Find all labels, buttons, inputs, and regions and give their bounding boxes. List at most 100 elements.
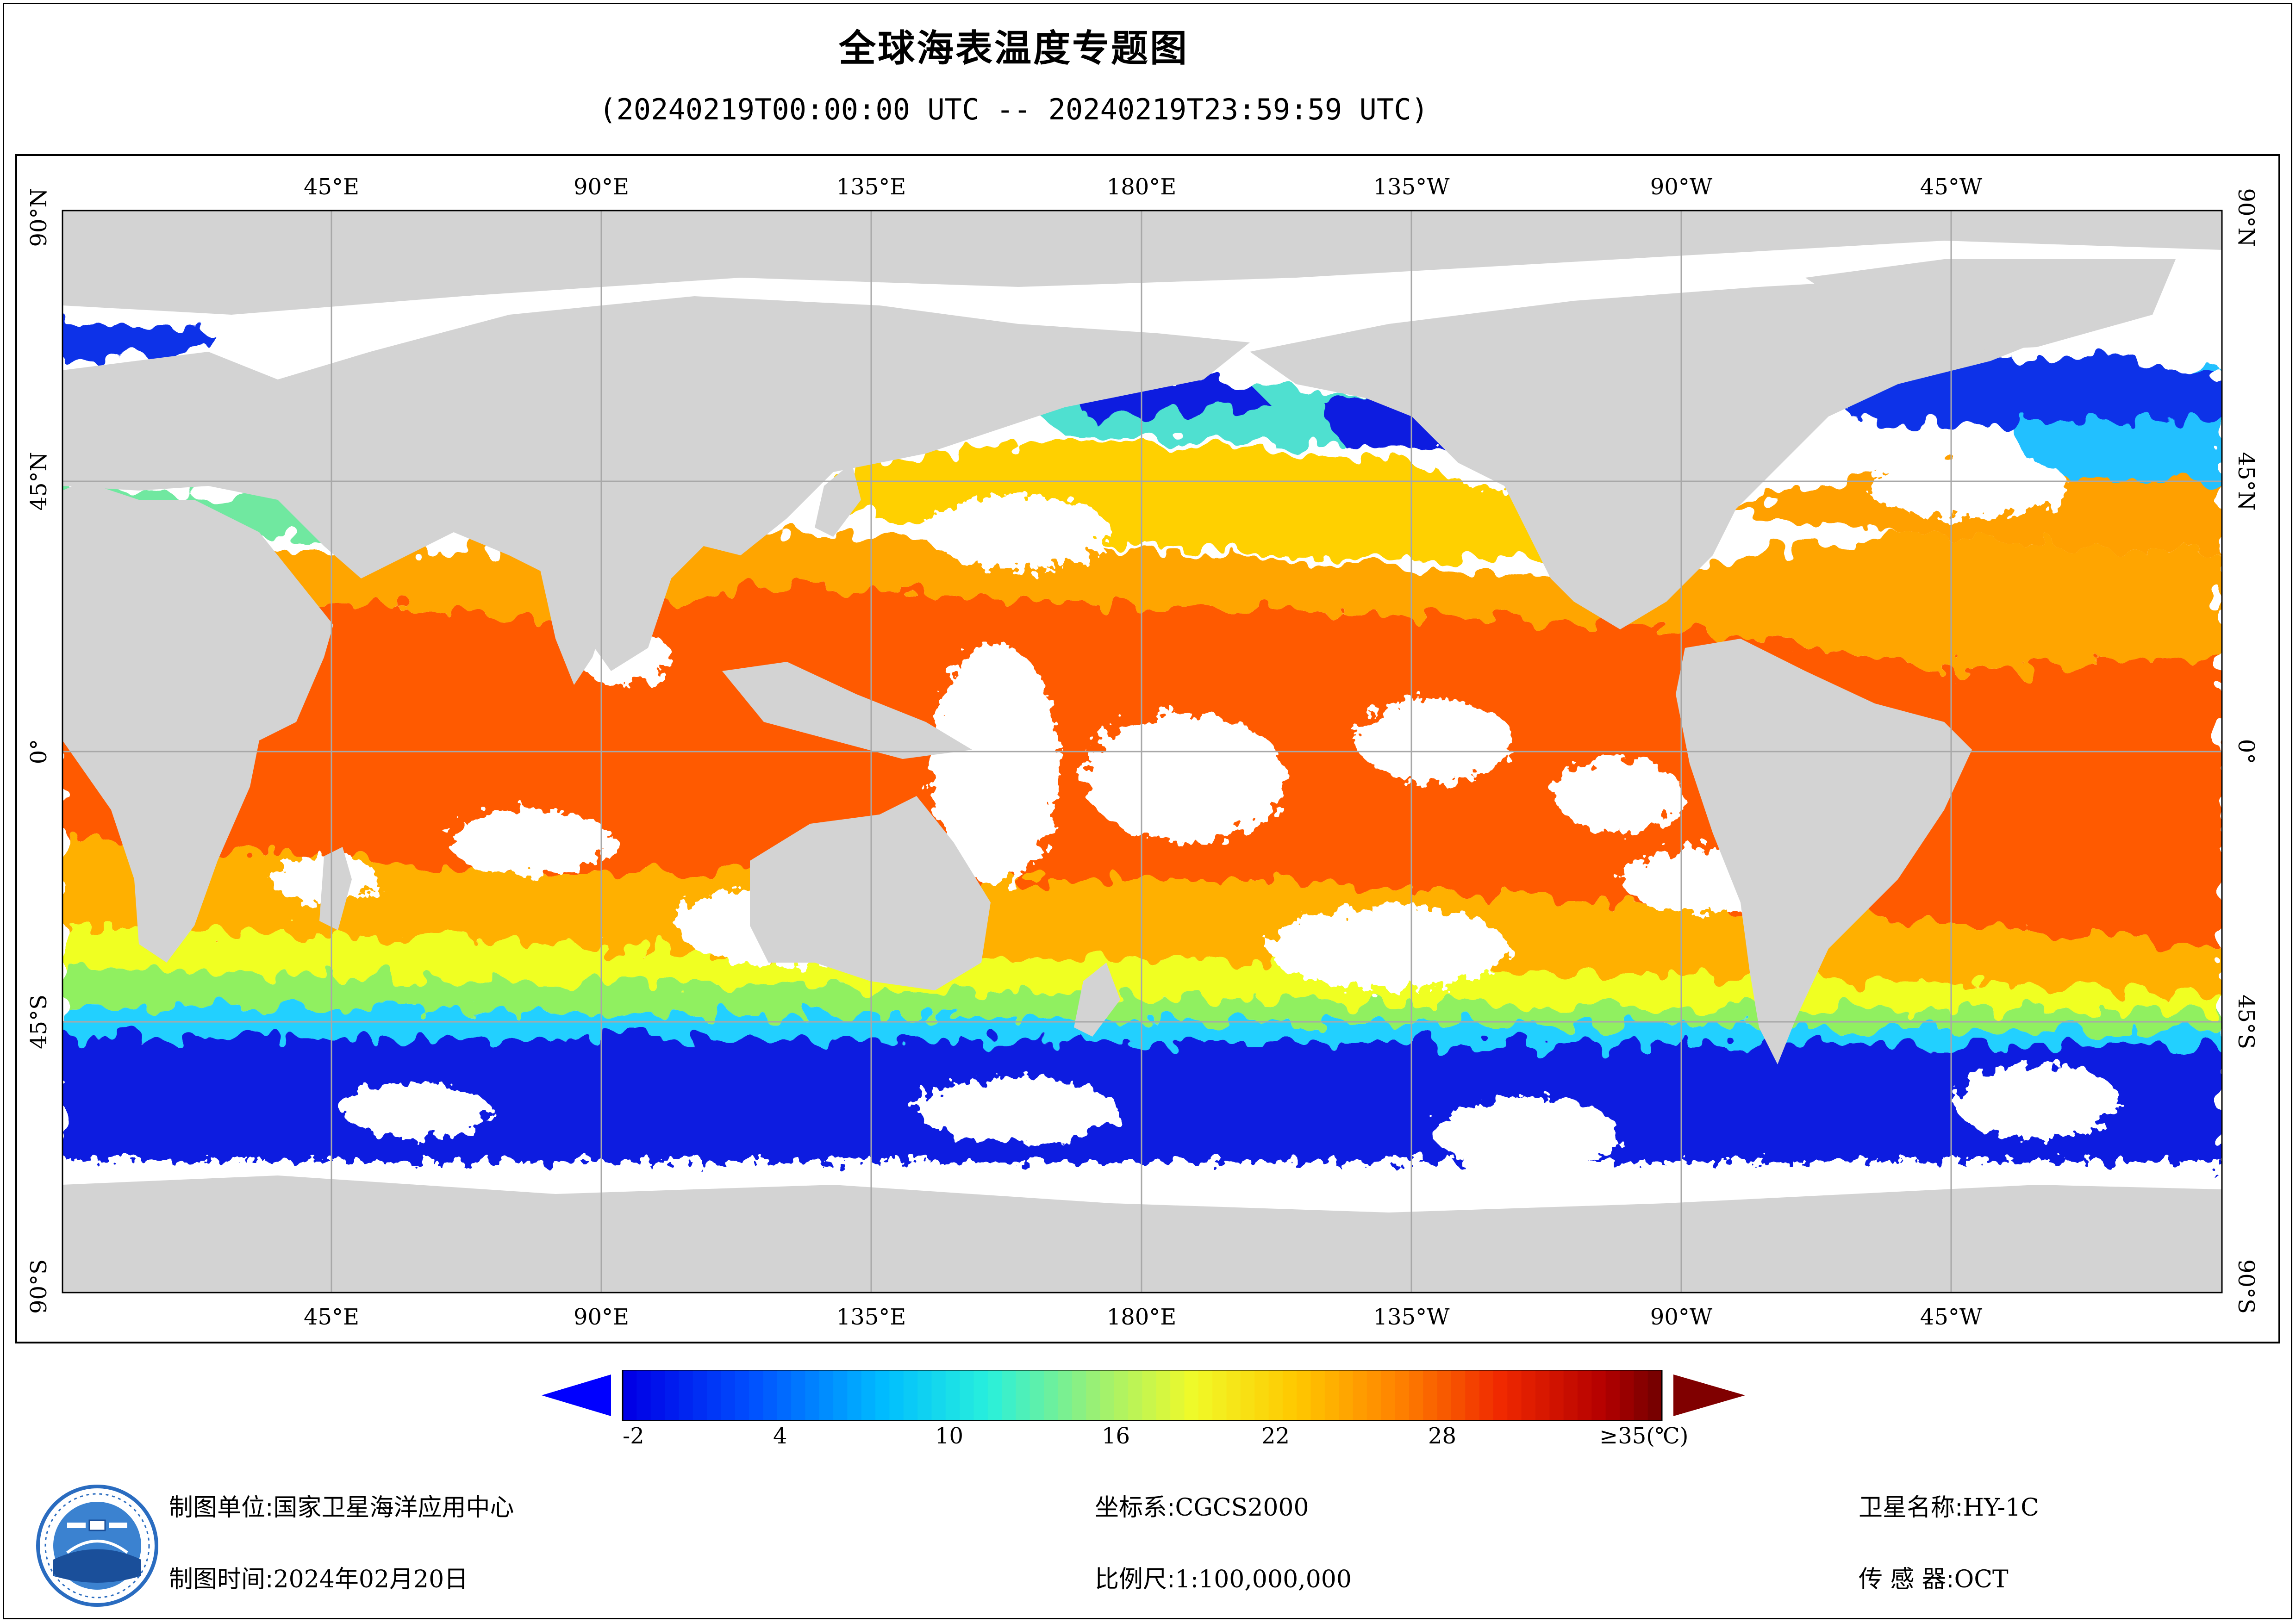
colorbar-label-16: 16 [1102, 1423, 1130, 1449]
colorbar-cell [1437, 1370, 1452, 1421]
colorbar-cell [1282, 1370, 1298, 1421]
colorbar-cell [1465, 1370, 1480, 1421]
tick-top-45w: 45°W [1920, 174, 1983, 200]
colorbar-low-arrow [542, 1374, 611, 1416]
map-title: 全球海表温度专题图 [839, 27, 1189, 70]
colorbar-cell [1324, 1370, 1340, 1421]
colorbar-cell [1072, 1370, 1087, 1421]
tick-right-90s: 90°S [2233, 1259, 2259, 1314]
tick-left-45s: 45°S [26, 995, 52, 1049]
tick-right-0: 0° [2233, 739, 2259, 765]
africa-land [62, 481, 333, 963]
colorbar-outline [622, 1370, 1663, 1421]
colorbar-cell [1029, 1370, 1045, 1421]
graticule [62, 211, 2222, 1293]
tick-bottom-135w: 135°W [1373, 1304, 1450, 1330]
colorbar-cell [1395, 1370, 1410, 1421]
colorbar-cell [721, 1370, 736, 1421]
south-america-land [1676, 639, 1972, 1064]
colorbar-cells [623, 1370, 1662, 1421]
colorbar-label-4: 4 [773, 1423, 787, 1449]
colorbar-cell [1240, 1370, 1255, 1421]
colorbar-label-m2: -2 [623, 1423, 644, 1449]
footer-time-value: 2024年02月20日 [273, 1566, 468, 1593]
colorbar-cell [1521, 1370, 1536, 1421]
footer-crs-key: 坐标系: [1095, 1494, 1175, 1522]
tick-top-90w: 90°W [1650, 174, 1713, 200]
colorbar [542, 1370, 1745, 1421]
colorbar-cell [987, 1370, 1003, 1421]
tick-right-45n: 45°N [2233, 452, 2259, 510]
colorbar-cell [665, 1370, 680, 1421]
colorbar-cell [1086, 1370, 1101, 1421]
colorbar-cell [693, 1370, 708, 1421]
footer-satellite-value: HY-1C [1963, 1494, 2039, 1522]
top-tick-labels: 45°E 90°E 135°E 180°E 135°W 90°W 45°W [304, 174, 1983, 200]
colorbar-cell [791, 1370, 806, 1421]
left-tick-labels: 90°N 45°N 0° 45°S 90°S [26, 188, 52, 1314]
tick-top-180e: 180°E [1107, 174, 1177, 200]
tick-right-90n: 90°N [2233, 188, 2259, 247]
bottom-tick-labels: 45°E 90°E 135°E 180°E 135°W 90°W 45°W [304, 1304, 1983, 1330]
colorbar-cell [945, 1370, 961, 1421]
colorbar-cell [875, 1370, 890, 1421]
footer-satellite: 卫星名称:HY-1C [1859, 1488, 2039, 1523]
colorbar-cell [1563, 1370, 1578, 1421]
colorbar-cell [1451, 1370, 1466, 1421]
colorbar-cell [1198, 1370, 1213, 1421]
colorbar-cell [1114, 1370, 1129, 1421]
footer-scale: 比例尺:1:100,000,000 [1095, 1560, 1352, 1594]
footer-sensor-key: 传 感 器: [1859, 1566, 1954, 1593]
colorbar-cell [1366, 1370, 1382, 1421]
eurasia-land [62, 296, 1250, 671]
colorbar-cell [1605, 1370, 1620, 1421]
colorbar-cell [1479, 1370, 1494, 1421]
colorbar-cell [931, 1370, 946, 1421]
footer-crs: 坐标系:CGCS2000 [1095, 1488, 1309, 1523]
colorbar-cell [847, 1370, 862, 1421]
colorbar-cell [1016, 1370, 1030, 1421]
tick-left-90s: 90°S [26, 1259, 52, 1314]
colorbar-cell [1353, 1370, 1367, 1421]
colorbar-cell [1310, 1370, 1325, 1421]
colorbar-cell [1381, 1370, 1396, 1421]
colorbar-cell [973, 1370, 988, 1421]
colorbar-label-max: ≥35(℃) [1599, 1423, 1689, 1449]
colorbar-cell [1577, 1370, 1592, 1421]
tick-top-135w: 135°W [1373, 174, 1450, 200]
indonesia-land [722, 662, 972, 759]
colorbar-cell [1184, 1370, 1199, 1421]
colorbar-cell [707, 1370, 722, 1421]
colorbar-cell [1507, 1370, 1522, 1421]
colorbar-cell [636, 1370, 651, 1421]
tick-right-45s: 45°S [2233, 995, 2259, 1049]
colorbar-cell [861, 1370, 876, 1421]
madagascar-land [319, 847, 352, 930]
footer-crs-value: CGCS2000 [1175, 1494, 1309, 1522]
new-zealand-land [1074, 963, 1120, 1037]
colorbar-cell [679, 1370, 693, 1421]
colorbar-cell [650, 1370, 666, 1421]
colorbar-cell [1156, 1370, 1171, 1421]
colorbar-cell [777, 1370, 792, 1421]
footer-scale-key: 比例尺: [1095, 1566, 1175, 1593]
map-inner-border [62, 210, 2223, 1293]
colorbar-cell [1170, 1370, 1185, 1421]
map-subtitle: (20240219T00:00:00 UTC -- 20240219T23:59… [599, 93, 1429, 126]
colorbar-cell [1254, 1370, 1269, 1421]
colorbar-cell [917, 1370, 932, 1421]
colorbar-cell [819, 1370, 834, 1421]
colorbar-cell [749, 1370, 764, 1421]
tick-bottom-90w: 90°W [1650, 1304, 1713, 1330]
colorbar-cell [1268, 1370, 1283, 1421]
colorbar-cell [889, 1370, 904, 1421]
tick-top-135e: 135°E [836, 174, 906, 200]
colorbar-cell [1549, 1370, 1564, 1421]
tick-top-45e: 45°E [304, 174, 359, 200]
footer-time: 制图时间:2024年02月20日 [169, 1560, 468, 1594]
tick-left-45n: 45°N [26, 452, 52, 510]
colorbar-label-22: 22 [1261, 1423, 1290, 1449]
footer-unit: 制图单位:国家卫星海洋应用中心 [169, 1488, 514, 1523]
tick-bottom-45e: 45°E [304, 1304, 359, 1330]
colorbar-cell [1339, 1370, 1354, 1421]
